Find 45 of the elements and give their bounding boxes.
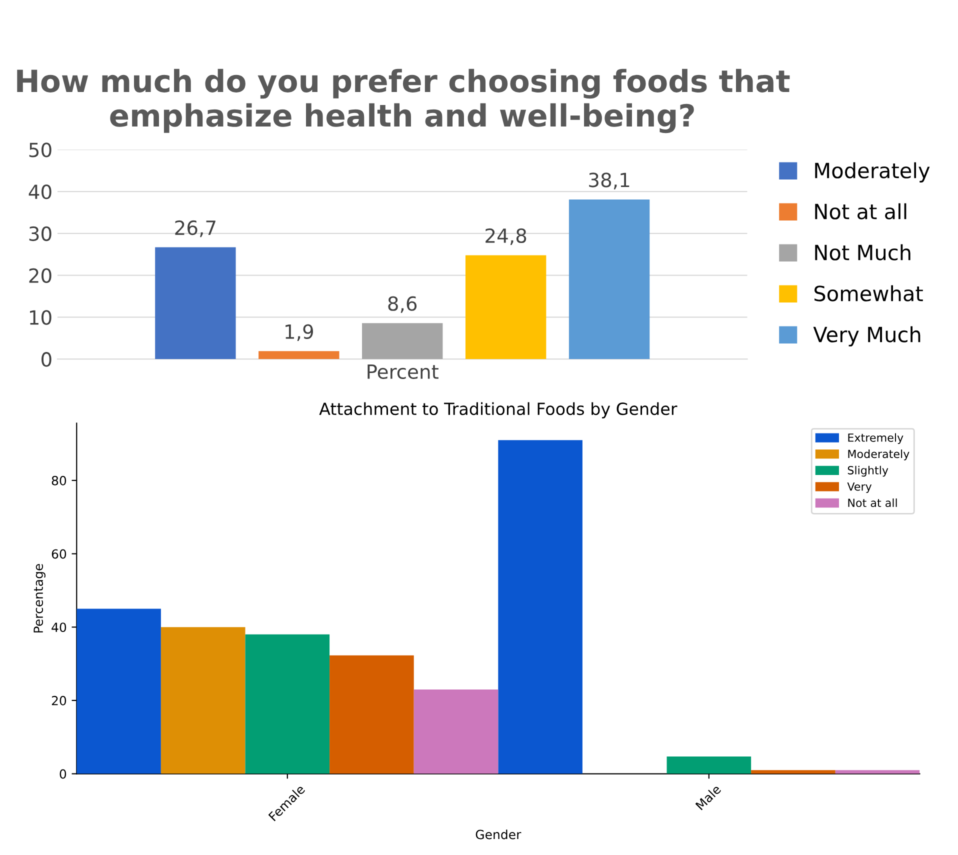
y-tick-label: 20	[52, 696, 66, 706]
y-axis-title: Percentage	[34, 564, 46, 632]
legend-label: Not Much	[815, 244, 910, 260]
y-tick-label: 60	[52, 549, 66, 559]
y-tick-label: 20	[29, 268, 52, 283]
bar	[568, 199, 650, 360]
y-tick-label: 50	[29, 142, 52, 158]
y-tick-label: 80	[52, 476, 66, 486]
bar	[245, 634, 330, 774]
bar	[160, 627, 246, 774]
legend-label: Moderately	[848, 450, 910, 460]
bar	[666, 756, 752, 774]
legend-label: Not at all	[815, 203, 906, 220]
data-label: 26,7	[175, 220, 216, 238]
y-tick-label: 40	[52, 622, 66, 632]
chart-title: How much do you prefer choosing foods that emphasize health and well-being?	[17, 68, 790, 134]
legend-label: Not at all	[848, 498, 897, 508]
bar	[414, 689, 498, 774]
legend-label: Very Much	[813, 326, 920, 346]
bar	[751, 770, 836, 774]
x-tick-label: Percent	[368, 364, 438, 380]
bar	[76, 608, 161, 774]
bar	[330, 655, 414, 774]
legend-label: Moderately	[815, 162, 930, 182]
x-axis-title: Gender	[476, 830, 522, 840]
bar	[498, 440, 582, 774]
bar	[258, 351, 340, 360]
bar	[465, 255, 546, 360]
data-label: 1,9	[286, 324, 313, 341]
data-label: 8,6	[388, 296, 417, 313]
bar	[155, 247, 236, 360]
chart-title: Attachment to Traditional Foods by Gender	[319, 402, 678, 418]
bar	[835, 770, 920, 774]
legend-label: Very	[847, 482, 872, 493]
legend-label: Slightly	[848, 466, 888, 477]
y-tick-label: 0	[42, 352, 52, 367]
data-label: 38,1	[589, 172, 630, 190]
bar	[362, 323, 443, 360]
y-tick-label: 40	[28, 184, 52, 200]
legend-label: Extremely	[848, 433, 904, 444]
legend-label: Somewhat	[814, 285, 923, 302]
y-tick-label: 0	[60, 769, 66, 779]
y-tick-label: 10	[30, 310, 52, 325]
data-label: 24,8	[486, 228, 526, 246]
y-tick-label: 30	[29, 226, 52, 242]
